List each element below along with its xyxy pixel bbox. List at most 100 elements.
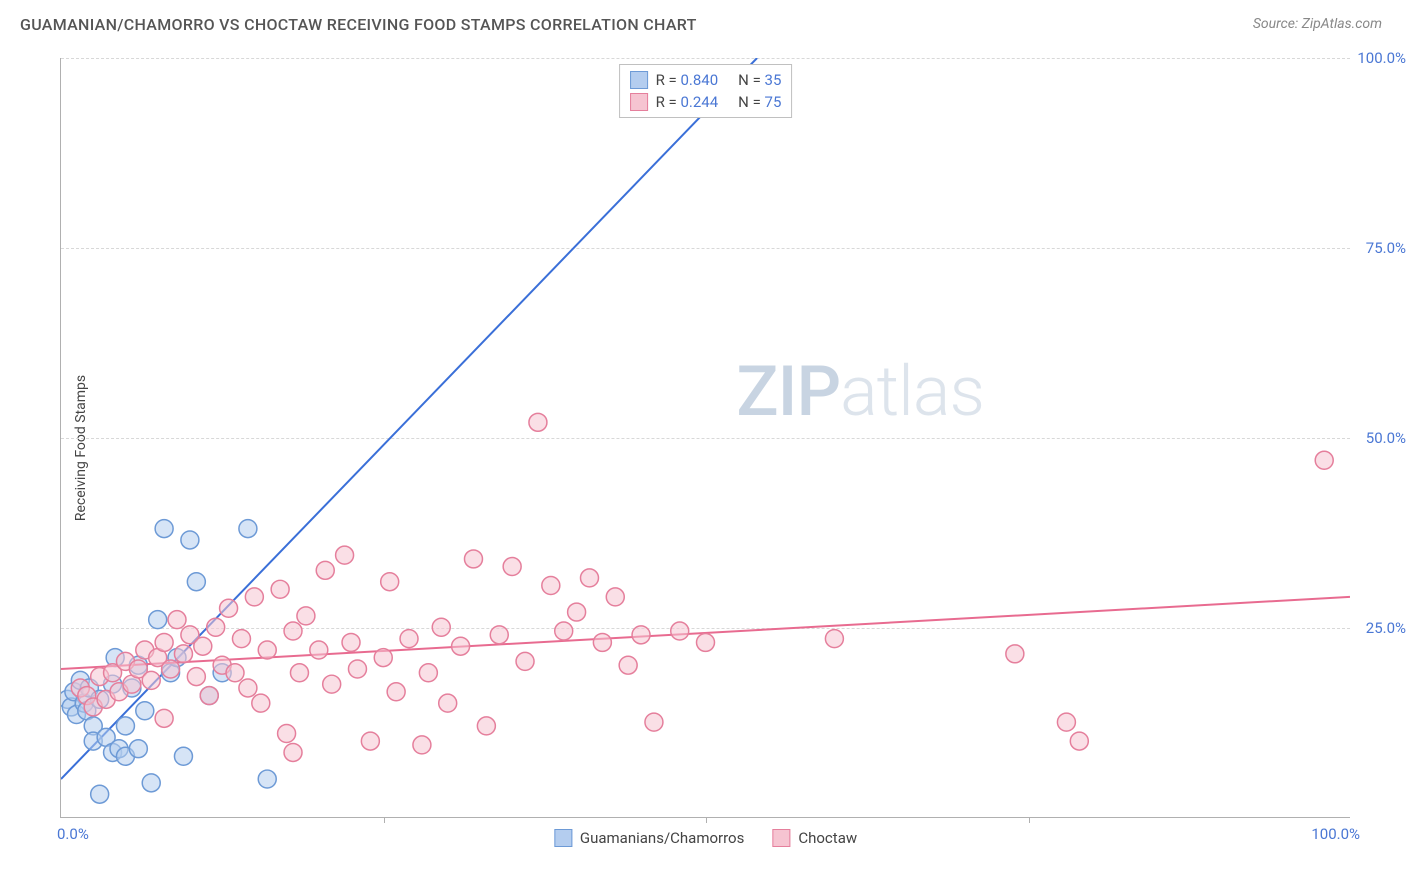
scatter-point bbox=[310, 641, 328, 659]
scatter-point bbox=[381, 573, 399, 591]
scatter-point bbox=[432, 618, 450, 636]
scatter-point bbox=[162, 660, 180, 678]
scatter-point bbox=[258, 641, 276, 659]
scatter-point bbox=[477, 717, 495, 735]
scatter-point bbox=[1057, 713, 1075, 731]
scatter-point bbox=[464, 550, 482, 568]
scatter-point bbox=[239, 520, 257, 538]
scatter-point bbox=[361, 732, 379, 750]
scatter-point bbox=[439, 694, 457, 712]
stats-legend: R = 0.840 N = 35 R = 0.244 N = 75 bbox=[619, 64, 793, 118]
scatter-point bbox=[619, 656, 637, 674]
scatter-point bbox=[645, 713, 663, 731]
scatter-point bbox=[174, 747, 192, 765]
scatter-point bbox=[226, 664, 244, 682]
scatter-point bbox=[278, 725, 296, 743]
scatter-point bbox=[284, 743, 302, 761]
scatter-point bbox=[136, 702, 154, 720]
x-tick-max: 100.0% bbox=[1311, 825, 1360, 843]
legend-label: Choctaw bbox=[798, 829, 857, 847]
legend-item: Guamanians/Chamorros bbox=[554, 829, 744, 847]
scatter-point bbox=[419, 664, 437, 682]
scatter-point bbox=[187, 668, 205, 686]
y-tick-label: 25.0% bbox=[1366, 619, 1406, 637]
series-legend: Guamanians/Chamorros Choctaw bbox=[554, 829, 857, 847]
scatter-point bbox=[284, 622, 302, 640]
scatter-point bbox=[239, 679, 257, 697]
y-tick-label: 75.0% bbox=[1366, 239, 1406, 257]
scatter-point bbox=[671, 622, 689, 640]
scatter-point bbox=[568, 603, 586, 621]
scatter-point bbox=[503, 558, 521, 576]
scatter-point bbox=[1070, 732, 1088, 750]
scatter-point bbox=[1315, 451, 1333, 469]
n-stat: N = 75 bbox=[738, 93, 781, 111]
scatter-point bbox=[516, 652, 534, 670]
scatter-point bbox=[181, 531, 199, 549]
scatter-point bbox=[194, 637, 212, 655]
chart-header: GUAMANIAN/CHAMORRO VS CHOCTAW RECEIVING … bbox=[0, 0, 1406, 48]
legend-swatch bbox=[630, 71, 648, 89]
x-tick-mark bbox=[1029, 817, 1030, 823]
legend-swatch bbox=[772, 829, 790, 847]
scatter-point bbox=[342, 633, 360, 651]
scatter-point bbox=[374, 649, 392, 667]
scatter-point bbox=[593, 633, 611, 651]
chart-title: GUAMANIAN/CHAMORRO VS CHOCTAW RECEIVING … bbox=[20, 15, 697, 34]
scatter-point bbox=[155, 709, 173, 727]
scatter-point bbox=[336, 546, 354, 564]
scatter-point bbox=[91, 785, 109, 803]
plot-container: Receiving Food Stamps ZIPatlas 25.0%50.0… bbox=[52, 48, 1392, 848]
scatter-point bbox=[490, 626, 508, 644]
scatter-point bbox=[168, 611, 186, 629]
plot-area: ZIPatlas 25.0%50.0%75.0%100.0% 0.0% 100.… bbox=[60, 58, 1350, 818]
scatter-point bbox=[155, 633, 173, 651]
scatter-svg bbox=[61, 58, 1350, 817]
scatter-point bbox=[387, 683, 405, 701]
scatter-point bbox=[129, 740, 147, 758]
scatter-point bbox=[174, 645, 192, 663]
scatter-point bbox=[452, 637, 470, 655]
scatter-point bbox=[116, 717, 134, 735]
scatter-point bbox=[207, 618, 225, 636]
scatter-point bbox=[400, 630, 418, 648]
chart-source: Source: ZipAtlas.com bbox=[1253, 16, 1382, 32]
scatter-point bbox=[542, 577, 560, 595]
scatter-point bbox=[297, 607, 315, 625]
scatter-point bbox=[258, 770, 276, 788]
scatter-point bbox=[580, 569, 598, 587]
scatter-point bbox=[606, 588, 624, 606]
scatter-point bbox=[316, 561, 334, 579]
legend-item: Choctaw bbox=[772, 829, 857, 847]
scatter-point bbox=[142, 774, 160, 792]
scatter-point bbox=[200, 687, 218, 705]
scatter-point bbox=[155, 520, 173, 538]
scatter-point bbox=[187, 573, 205, 591]
stats-legend-row: R = 0.840 N = 35 bbox=[630, 69, 782, 91]
scatter-point bbox=[232, 630, 250, 648]
scatter-point bbox=[252, 694, 270, 712]
scatter-point bbox=[271, 580, 289, 598]
scatter-point bbox=[348, 660, 366, 678]
legend-label: Guamanians/Chamorros bbox=[580, 829, 744, 847]
scatter-point bbox=[529, 413, 547, 431]
r-stat: R = 0.244 bbox=[656, 93, 719, 111]
scatter-point bbox=[555, 622, 573, 640]
scatter-point bbox=[245, 588, 263, 606]
legend-swatch bbox=[554, 829, 572, 847]
stats-legend-row: R = 0.244 N = 75 bbox=[630, 91, 782, 113]
scatter-point bbox=[323, 675, 341, 693]
scatter-point bbox=[825, 630, 843, 648]
r-stat: R = 0.840 bbox=[656, 71, 719, 89]
legend-swatch bbox=[630, 93, 648, 111]
scatter-point bbox=[697, 633, 715, 651]
scatter-point bbox=[220, 599, 238, 617]
n-stat: N = 35 bbox=[738, 71, 781, 89]
scatter-point bbox=[149, 611, 167, 629]
x-tick-mark bbox=[706, 817, 707, 823]
scatter-point bbox=[1006, 645, 1024, 663]
scatter-point bbox=[290, 664, 308, 682]
scatter-point bbox=[142, 671, 160, 689]
x-tick-min: 0.0% bbox=[57, 825, 89, 843]
y-tick-label: 50.0% bbox=[1366, 429, 1406, 447]
